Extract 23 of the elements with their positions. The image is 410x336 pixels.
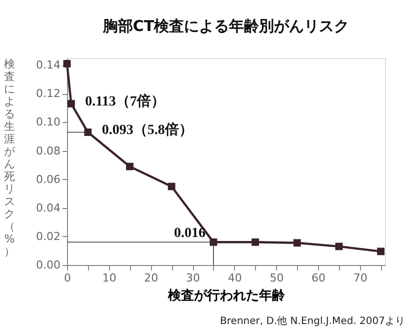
y-tick-label: 0.02 [36,230,60,243]
text: 0.00 [36,258,60,272]
y-tick-label: 0.12 [36,87,60,100]
text: Brenner, D.他 N.Engl.J.Med. 2007より [220,315,405,327]
y-tick-label: 0.06 [36,172,60,186]
y-tick-label: 0.14 [36,58,60,72]
x-tick-label: 40 [228,272,242,284]
x-tick-label: 60 [312,272,326,284]
x-tick-label: 0 [64,272,71,284]
x-tick-label: 30 [186,272,200,284]
y-tick-label: 0.08 [36,144,60,158]
x-tick-label: 10 [102,272,116,284]
x-tick-label: 70 [353,272,368,284]
y-tick-label: 0.10 [36,116,60,129]
annotation: 0.113（7倍） [85,92,165,110]
x-tick-label: 20 [144,272,158,284]
x-axis-title: 検査が行われた年齢 [167,288,286,304]
y-tick-label: 0.04 [36,201,60,214]
chart-title: 胸部CT検査による年齢別がんリスク [102,17,350,35]
annotation: 0.016 [174,226,206,242]
annotation: 0.093（5.8倍） [102,121,193,138]
x-tick-label: 50 [270,272,284,284]
text: 検査による生涯がん死リスク（%） [4,58,15,258]
